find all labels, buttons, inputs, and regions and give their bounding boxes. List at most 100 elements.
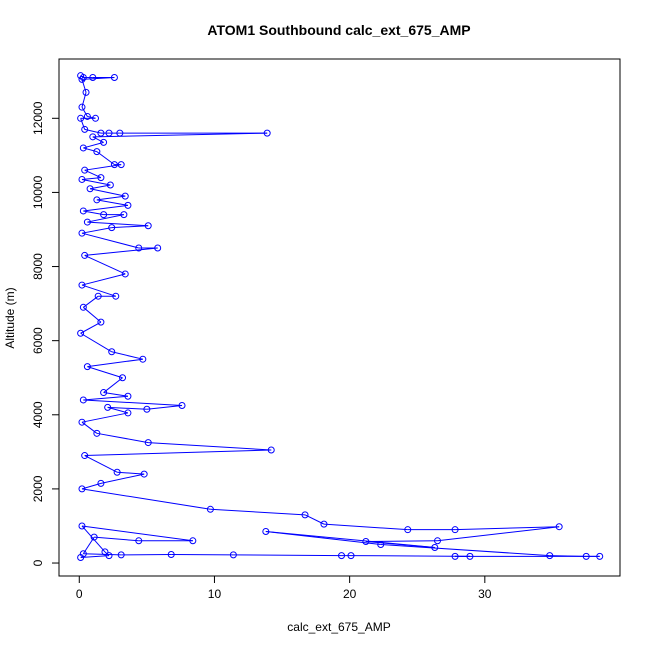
- data-point: [178, 402, 186, 410]
- series-segment: [81, 525, 106, 553]
- data-point: [105, 129, 113, 137]
- series-segment: [87, 214, 124, 223]
- series-segment: [265, 531, 381, 545]
- data-point: [362, 538, 370, 546]
- data-point: [135, 244, 143, 252]
- series-segment: [87, 366, 123, 379]
- series-segment: [96, 151, 115, 166]
- data-point: [104, 403, 112, 411]
- data-point: [78, 522, 86, 530]
- series-segment: [111, 225, 149, 229]
- data-point: [546, 552, 554, 560]
- series-segment: [87, 358, 143, 368]
- data-point: [81, 251, 89, 259]
- series-segment: [84, 164, 122, 171]
- data-point: [91, 114, 99, 122]
- x-tick-label: 20: [343, 587, 357, 601]
- data-point: [81, 125, 89, 133]
- data-point: [78, 175, 86, 183]
- data-point: [113, 468, 121, 476]
- series-segment: [83, 553, 122, 556]
- series-segment: [83, 147, 97, 153]
- y-tick-label: 10000: [31, 175, 45, 209]
- data-point: [108, 348, 116, 356]
- data-point: [206, 505, 214, 513]
- data-point: [78, 229, 86, 237]
- data-point: [101, 548, 109, 556]
- data-point: [78, 418, 86, 426]
- data-point: [135, 537, 143, 545]
- series-segment: [84, 247, 158, 256]
- data-point: [451, 552, 459, 560]
- series-segment: [323, 523, 408, 531]
- data-point: [77, 114, 85, 122]
- series-segment: [304, 514, 325, 525]
- data-point: [582, 552, 590, 560]
- data-point: [124, 392, 132, 400]
- data-point: [93, 148, 101, 156]
- y-tick-label: 12000: [31, 101, 45, 135]
- series-segment: [83, 204, 129, 212]
- data-point: [116, 129, 124, 137]
- data-point: [77, 553, 85, 561]
- series-segment: [84, 455, 118, 473]
- series-segment: [84, 449, 272, 457]
- series-segment: [81, 525, 193, 542]
- data-point: [93, 196, 101, 204]
- data-point: [79, 303, 87, 311]
- series-segment: [84, 254, 126, 275]
- data-point: [117, 161, 125, 169]
- series-segment: [92, 136, 104, 143]
- series-segment: [83, 399, 183, 407]
- data-point: [267, 446, 275, 454]
- series-segment: [83, 306, 102, 323]
- data-point: [97, 174, 105, 182]
- series-segment: [380, 543, 550, 557]
- y-tick-label: 4000: [31, 401, 45, 428]
- data-point: [94, 292, 102, 300]
- data-point: [555, 523, 563, 531]
- series-segment: [87, 221, 149, 227]
- data-point: [121, 192, 129, 200]
- data-point: [106, 181, 114, 189]
- series-segment: [148, 442, 272, 451]
- series-segment: [80, 332, 112, 353]
- series-segment: [81, 273, 126, 286]
- data-point: [89, 74, 97, 82]
- data-point: [110, 74, 118, 82]
- y-tick-label: 8000: [31, 253, 45, 280]
- series-segment: [81, 227, 112, 234]
- series-segment: [107, 406, 129, 414]
- data-point: [97, 129, 105, 137]
- data-point: [108, 224, 116, 232]
- series-segment: [94, 536, 139, 542]
- series-segment: [81, 412, 129, 423]
- data-point: [301, 511, 309, 519]
- data-point: [263, 129, 271, 137]
- data-point: [89, 133, 97, 141]
- data-point: [78, 281, 86, 289]
- series-segment: [80, 555, 110, 558]
- axes-layer: 0 10 20 30 0 2000 4000 6000 8000 10000 12000: [31, 101, 492, 601]
- data-point: [121, 270, 129, 278]
- y-tick-label: 6000: [31, 327, 45, 354]
- data-point: [377, 540, 385, 548]
- series-segment: [146, 405, 183, 410]
- data-point: [100, 389, 108, 397]
- data-point: [347, 552, 355, 560]
- series-segment: [100, 473, 145, 484]
- series-segment: [96, 199, 129, 206]
- data-point: [100, 211, 108, 219]
- data-point: [140, 470, 148, 478]
- data-point: [79, 207, 87, 215]
- data-point: [167, 551, 175, 559]
- series-segment: [111, 351, 143, 360]
- data-point: [338, 552, 346, 560]
- data-point: [83, 218, 91, 226]
- series-segment: [96, 432, 149, 444]
- data-point: [90, 533, 98, 541]
- data-point: [404, 526, 412, 534]
- series-segment: [89, 188, 126, 197]
- series-segment: [265, 531, 435, 548]
